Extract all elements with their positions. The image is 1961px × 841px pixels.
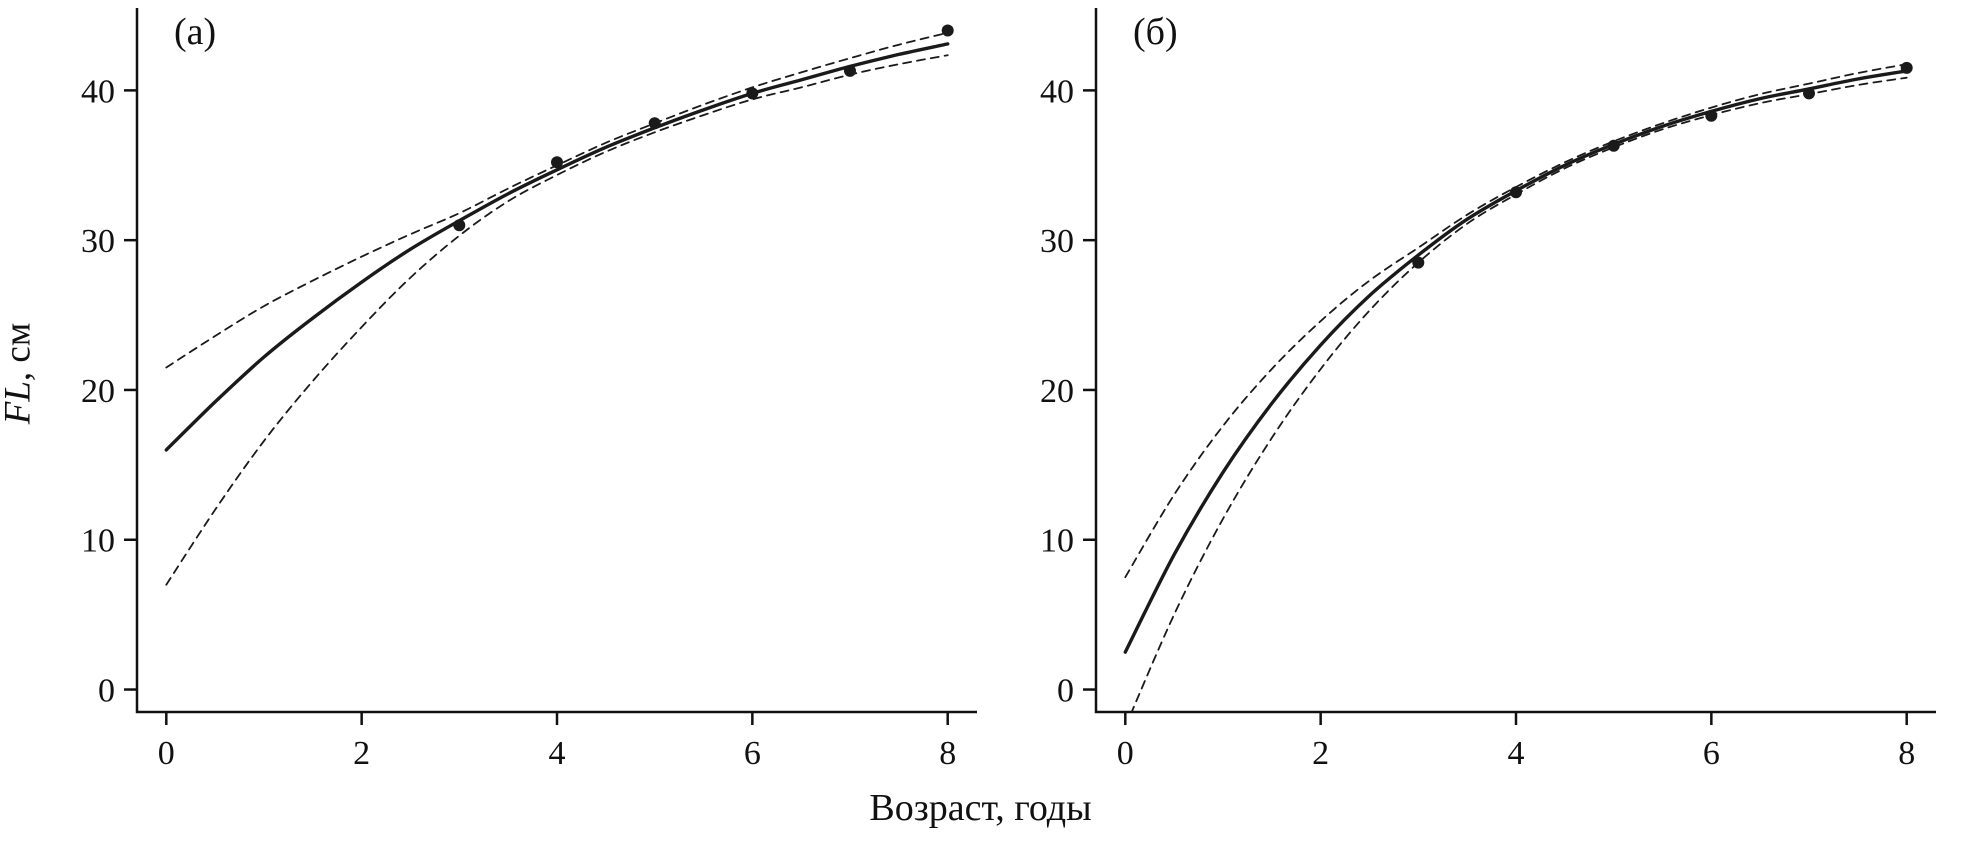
x-tick-label: 0 [1117,735,1134,772]
y-tick-label: 40 [81,73,115,110]
ci-upper-curve [1124,63,1908,579]
panel-b: 0 2 4 6 8 0 10 20 30 40 (б) [1001,0,1946,780]
data-point [551,156,563,169]
axes [135,8,977,714]
y-tick-label: 0 [1057,673,1074,710]
y-tick-label: 20 [81,373,115,410]
panel-b-label: (б) [1133,11,1178,53]
data-point [844,64,856,77]
x-tick-label: 6 [1703,735,1720,772]
panel-a: 0 2 4 6 8 0 10 20 30 40 (а) [42,0,987,780]
x-tick-label: 8 [939,735,956,772]
chart-panel-a: 0 2 4 6 8 0 10 20 30 40 [81,8,977,772]
data-point [1705,109,1718,122]
data-point [1607,139,1620,152]
x-tick-label: 0 [158,735,175,772]
panels-row: 0 2 4 6 8 0 10 20 30 40 (а) 0 2 4 6 8 0 10 20 30 40 (б) [42,0,1946,780]
y-tick-label: 0 [98,673,115,710]
data-point [1803,87,1815,100]
axes [1094,8,1936,714]
y-tick-label: 10 [1040,523,1074,560]
x-tick-label: 4 [549,735,566,772]
y-tick-label: 40 [1040,73,1074,110]
y-tick-label: 30 [1040,223,1074,260]
y-tick-label: 10 [81,523,115,560]
data-point [1510,186,1522,199]
y-axis-label-unit: , см [0,322,39,382]
data-point [1412,256,1425,269]
ci-upper-curve [165,31,949,369]
x-tick-label: 6 [744,735,761,772]
chart-panel-b: 0 2 4 6 8 0 10 20 30 40 [1040,8,1936,772]
data-point [453,219,466,232]
x-tick-label: 8 [1898,735,1915,772]
data-point [746,87,759,100]
x-tick-label: 4 [1508,735,1525,772]
y-tick-label: 20 [1040,373,1074,410]
y-axis-label: FL, см [0,294,40,454]
x-axis-label: Возраст, годы [869,787,1092,829]
y-axis-label-variable: FL [0,381,39,425]
x-tick-label: 2 [1312,735,1329,772]
panel-a-label: (а) [174,11,217,53]
fitted-growth-curve [164,42,950,452]
data-point [648,117,661,130]
fitted-growth-curve [1123,69,1909,654]
ci-lower-curve [1130,76,1908,712]
ci-lower-curve [165,54,949,586]
y-tick-label: 30 [81,223,115,260]
x-tick-label: 2 [353,735,370,772]
data-point [941,24,954,37]
data-point [1900,61,1913,74]
